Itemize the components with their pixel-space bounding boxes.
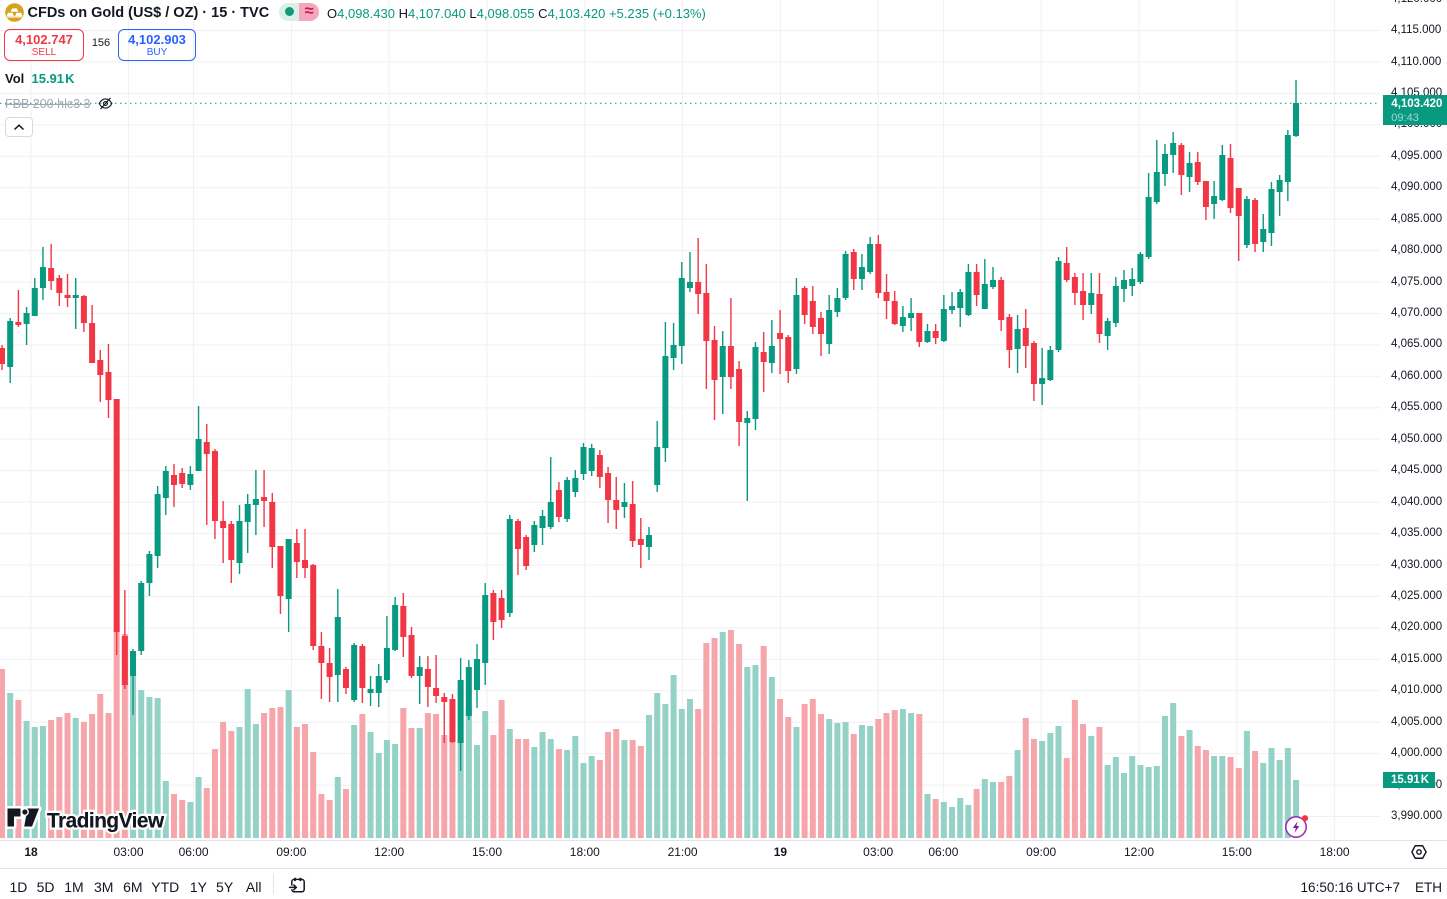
- svg-text:TradingView: TradingView: [47, 810, 165, 833]
- svg-text:TradingView: TradingView: [47, 810, 165, 833]
